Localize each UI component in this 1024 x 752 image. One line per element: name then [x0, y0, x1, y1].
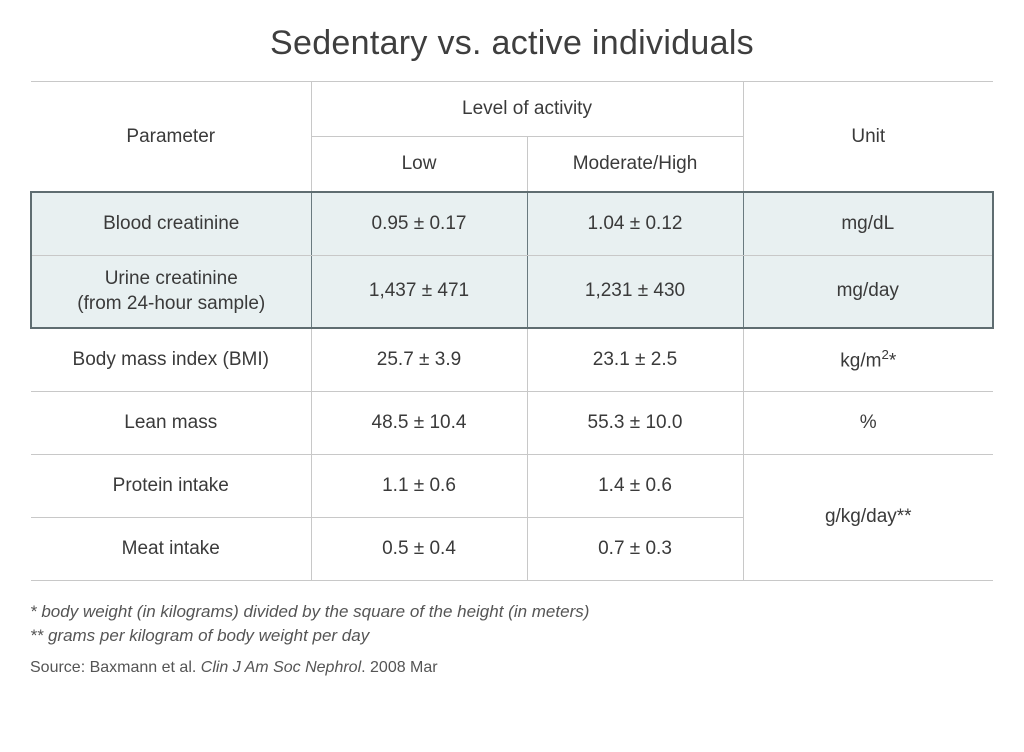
- cell-param: Body mass index (BMI): [31, 328, 311, 392]
- cell-unit: g/kg/day**: [743, 454, 993, 580]
- cell-unit: mg/dL: [743, 192, 993, 256]
- cell-high: 0.7 ± 0.3: [527, 517, 743, 580]
- table-row: Urine creatinine (from 24-hour sample) 1…: [31, 256, 993, 328]
- col-header-mod-high: Moderate/High: [527, 137, 743, 193]
- source-suffix: . 2008 Mar: [361, 659, 437, 676]
- cell-high: 1.4 ± 0.6: [527, 454, 743, 517]
- footnote-1: * body weight (in kilograms) divided by …: [30, 601, 994, 623]
- col-header-low: Low: [311, 137, 527, 193]
- cell-param: Meat intake: [31, 517, 311, 580]
- cell-high: 1.04 ± 0.12: [527, 192, 743, 256]
- col-header-parameter: Parameter: [31, 82, 311, 193]
- footnote-2: ** grams per kilogram of body weight per…: [30, 625, 994, 647]
- cell-high: 55.3 ± 10.0: [527, 391, 743, 454]
- table-row: Body mass index (BMI) 25.7 ± 3.9 23.1 ± …: [31, 328, 993, 392]
- cell-param: Protein intake: [31, 454, 311, 517]
- cell-param-line2: (from 24-hour sample): [77, 293, 265, 314]
- cell-unit: mg/day: [743, 256, 993, 328]
- source-journal: Clin J Am Soc Nephrol: [201, 659, 361, 676]
- cell-low: 1,437 ± 471: [311, 256, 527, 328]
- cell-high: 23.1 ± 2.5: [527, 328, 743, 392]
- cell-param: Urine creatinine (from 24-hour sample): [31, 256, 311, 328]
- cell-low: 0.5 ± 0.4: [311, 517, 527, 580]
- cell-low: 0.95 ± 0.17: [311, 192, 527, 256]
- comparison-table: Parameter Level of activity Unit Low Mod…: [30, 81, 994, 581]
- table-row: Blood creatinine 0.95 ± 0.17 1.04 ± 0.12…: [31, 192, 993, 256]
- col-header-unit: Unit: [743, 82, 993, 193]
- source-citation: Source: Baxmann et al. Clin J Am Soc Nep…: [30, 659, 994, 677]
- cell-param-line1: Urine creatinine: [105, 268, 238, 289]
- footnotes: * body weight (in kilograms) divided by …: [30, 601, 994, 647]
- table-row: Lean mass 48.5 ± 10.4 55.3 ± 10.0 %: [31, 391, 993, 454]
- col-header-activity-group: Level of activity: [311, 82, 743, 137]
- cell-param: Lean mass: [31, 391, 311, 454]
- table-row: Protein intake 1.1 ± 0.6 1.4 ± 0.6 g/kg/…: [31, 454, 993, 517]
- cell-unit: kg/m2*: [743, 328, 993, 392]
- source-prefix: Source: Baxmann et al.: [30, 659, 201, 676]
- cell-unit: %: [743, 391, 993, 454]
- page-title: Sedentary vs. active individuals: [30, 24, 994, 63]
- cell-low: 25.7 ± 3.9: [311, 328, 527, 392]
- cell-param: Blood creatinine: [31, 192, 311, 256]
- cell-low: 48.5 ± 10.4: [311, 391, 527, 454]
- cell-high: 1,231 ± 430: [527, 256, 743, 328]
- cell-low: 1.1 ± 0.6: [311, 454, 527, 517]
